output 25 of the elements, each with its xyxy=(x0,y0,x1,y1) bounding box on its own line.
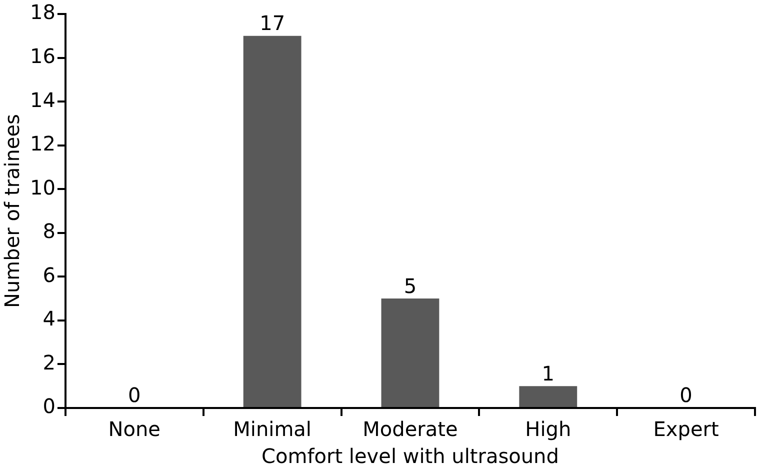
x-axis-title: Comfort level with ultrasound xyxy=(262,444,559,468)
y-tick-label: 14 xyxy=(30,88,56,112)
y-tick-label: 18 xyxy=(30,0,56,24)
y-tick-label: 8 xyxy=(42,219,56,244)
data-label: 5 xyxy=(404,274,417,298)
bar xyxy=(519,386,578,407)
x-tick-label: Minimal xyxy=(233,417,312,442)
y-tick-label: 10 xyxy=(30,175,56,200)
y-tick-label: 16 xyxy=(30,44,56,68)
data-label: 0 xyxy=(680,383,692,408)
y-tick-label: 6 xyxy=(42,262,56,287)
y-tick-label: 2 xyxy=(42,350,56,374)
x-tick-label: High xyxy=(525,417,572,442)
data-label: 1 xyxy=(542,361,554,386)
x-tick-label: Expert xyxy=(653,417,719,442)
bar xyxy=(243,36,302,407)
y-tick-label: 0 xyxy=(42,394,56,418)
y-tick-label: 4 xyxy=(42,306,56,331)
data-label: 17 xyxy=(260,11,286,36)
bar xyxy=(381,298,440,407)
y-axis-title: Number of trainees xyxy=(0,114,24,308)
data-label: 0 xyxy=(128,383,141,408)
x-tick-label: None xyxy=(108,417,160,442)
x-tick-label: Moderate xyxy=(362,417,458,442)
y-tick-label: 12 xyxy=(30,132,56,156)
